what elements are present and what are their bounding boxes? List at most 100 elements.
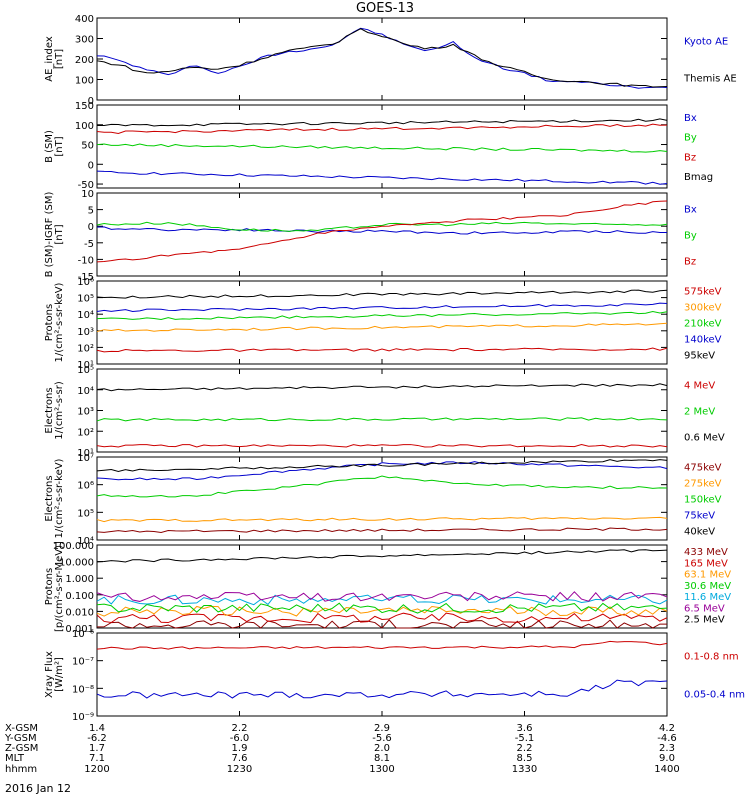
series-95kev (96, 289, 668, 299)
ylabel: 1/(cm²-s-sr) (54, 381, 65, 440)
orbit-value: -4.6 (657, 733, 677, 744)
orbit-row-label: MLT (5, 753, 25, 764)
panel-frame (96, 17, 668, 101)
ylabel: [W/m²] (54, 657, 65, 692)
series-275kev (96, 516, 668, 523)
ytick-label: 10⁵ (77, 365, 94, 376)
ytick-label: 10² (77, 427, 94, 438)
ytick-label: -50 (78, 180, 94, 191)
orbit-value: 2.2 (517, 743, 533, 754)
orbit-value: 1.7 (89, 743, 105, 754)
ytick-label: 0 (88, 96, 94, 107)
ytick-label: 10⁶ (77, 481, 94, 492)
legend-entry: Bx (684, 205, 697, 216)
ytick-label: 0.010 (65, 607, 94, 618)
series-300kev (96, 322, 668, 333)
series-210kev (96, 310, 668, 320)
ylabel: [nT] (54, 49, 65, 69)
ylabel: Protons (44, 568, 55, 605)
panel-protons_low: 10¹ 10² 10³ 10⁴ 10⁵ 10⁶ Protons 1/(cm²-s-sr-keV… (44, 277, 722, 371)
series-2.5-mev (96, 549, 668, 563)
legend-entry: 210keV (684, 319, 722, 330)
series-30.6-mev (96, 602, 668, 614)
legend-entry: Bx (684, 113, 697, 124)
orbit-value: -5.6 (372, 733, 392, 744)
ytick-label: -15 (78, 272, 94, 283)
ytick-label: 10⁵ (77, 294, 94, 305)
series-themis-ae (96, 28, 668, 88)
orbit-value: 1200 (84, 764, 109, 775)
ytick-label: 10¹ (77, 448, 94, 459)
ytick-label: 10⁴ (77, 536, 94, 547)
panel-bigrf: -15 -10 -5 0 5 10 B (SM)-IGRF (SM) [nT] Bx By Bz (44, 189, 697, 283)
series-575kev (96, 347, 668, 353)
orbit-value: 1330 (512, 764, 537, 775)
legend-entry: 4 MeV (684, 381, 715, 392)
orbit-value: 2.9 (374, 723, 390, 734)
series-165-mev (96, 612, 668, 624)
ytick-label: 10⁻⁶ (72, 629, 94, 640)
orbit-value: 1.4 (89, 723, 105, 734)
ytick-label: 100 (75, 76, 94, 87)
legend-entry: 140keV (684, 334, 722, 345)
panel-protons_mev: 0.001 0.010 0.100 1.000 10.000 100.000 Protons… (44, 541, 731, 635)
orbit-row-label: Z-GSM (5, 743, 38, 754)
date-label: 2016 Jan 12 (5, 782, 71, 795)
series-kyoto-ae (96, 27, 668, 89)
orbit-value: 4.2 (659, 723, 675, 734)
ytick-label: 300 (75, 35, 94, 46)
series-bx (96, 226, 668, 235)
legend-entry: Bz (684, 152, 696, 163)
panel-electrons_kev: 10⁴ 10⁵ 10⁶ 10⁷ Electrons 1/(cm²-s-sr-keV) 475… (44, 453, 722, 547)
ytick-label: 100 (75, 121, 94, 132)
ylabel: B (SM)-IGRF (SM) (44, 192, 55, 278)
series-bx (96, 170, 668, 185)
orbit-row-label: hhmm (5, 764, 37, 775)
orbit-value: 8.5 (517, 753, 533, 764)
legend-entry: By (684, 231, 697, 242)
legend-entry: 75keV (684, 510, 715, 521)
ytick-label: 200 (75, 55, 94, 66)
orbit-value: 7.6 (232, 753, 248, 764)
ylabel: AE_index (44, 36, 55, 82)
legend-entry: 30.6 MeV (684, 581, 731, 592)
legend-entry: 0.1-0.8 nm (684, 652, 739, 663)
legend-entry: 150keV (684, 495, 722, 506)
ytick-label: 10⁻⁷ (72, 657, 94, 668)
orbit-value: 2.0 (374, 743, 390, 754)
series-0.05-0.4-nm (96, 679, 668, 699)
ytick-label: 150 (75, 101, 94, 112)
ytick-label: 10 (81, 189, 94, 200)
ytick-label: 0.100 (65, 591, 94, 602)
ytick-label: 50 (81, 141, 94, 152)
ylabel: 1/(cm²-s-sr-keV) (54, 282, 65, 362)
legend-entry: 95keV (684, 350, 715, 361)
legend-entry: 0.05-0.4 nm (684, 689, 745, 700)
legend-entry: Themis AE (683, 74, 737, 85)
legend-entry: Bmag (684, 172, 713, 183)
legend-entry: 275keV (684, 479, 722, 490)
orbit-value: 1230 (227, 764, 252, 775)
series-0.6-mev (96, 383, 668, 392)
legend-entry: 475keV (684, 463, 722, 474)
ylabel: [p/(cm²-s-sr-MeV)] (54, 541, 65, 632)
orbit-value: -6.0 (230, 733, 250, 744)
ylabel: Electrons (44, 475, 55, 521)
orbit-value: 1400 (654, 764, 679, 775)
series-40kev (96, 459, 668, 473)
legend-entry: 2 MeV (684, 407, 715, 418)
series-4-mev (96, 444, 668, 448)
orbit-value: 9.0 (659, 753, 675, 764)
legend-entry: 11.6 MeV (684, 592, 731, 603)
ylabel: [nT] (54, 136, 65, 156)
panel-ae: 0 100 200 300 400 AE_index [nT] Kyoto AE Themis … (44, 14, 737, 107)
ytick-label: 10² (77, 343, 94, 354)
panel-frame (96, 368, 668, 453)
legend-entry: 40keV (684, 526, 715, 537)
panel-bsm: -50 0 50 100 150 B (SM) [nT] Bx By Bz Bmag (44, 101, 713, 191)
panel-frame (96, 280, 668, 365)
orbit-row-label: Y-GSM (4, 733, 37, 744)
ytick-label: -10 (78, 255, 94, 266)
orbit-value: -5.1 (515, 733, 535, 744)
